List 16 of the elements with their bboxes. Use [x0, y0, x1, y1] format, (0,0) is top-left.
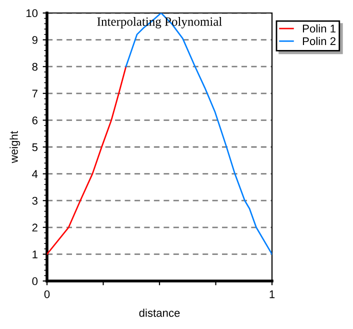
y-tick-label: 9 [32, 36, 38, 44]
y-tick-label: 7 [32, 90, 38, 98]
y-tick-label: 3 [32, 196, 38, 205]
y-tick-label: 2 [32, 224, 38, 232]
line-series [47, 66, 127, 255]
y-tick-label: 1 [32, 250, 38, 258]
legend-label: Polin 1 [302, 24, 336, 33]
y-axis-title: weight [10, 131, 20, 164]
legend-label: Polin 2 [302, 36, 336, 46]
y-tick-label: 10 [26, 9, 38, 18]
x-axis-title: distance [139, 308, 180, 317]
y-tick-label: 4 [32, 170, 38, 178]
y-tick-label: 8 [32, 62, 38, 71]
y-tick-label: 0 [32, 277, 38, 286]
y-tick-label: 6 [32, 116, 38, 124]
y-tick-label: 5 [32, 143, 38, 152]
